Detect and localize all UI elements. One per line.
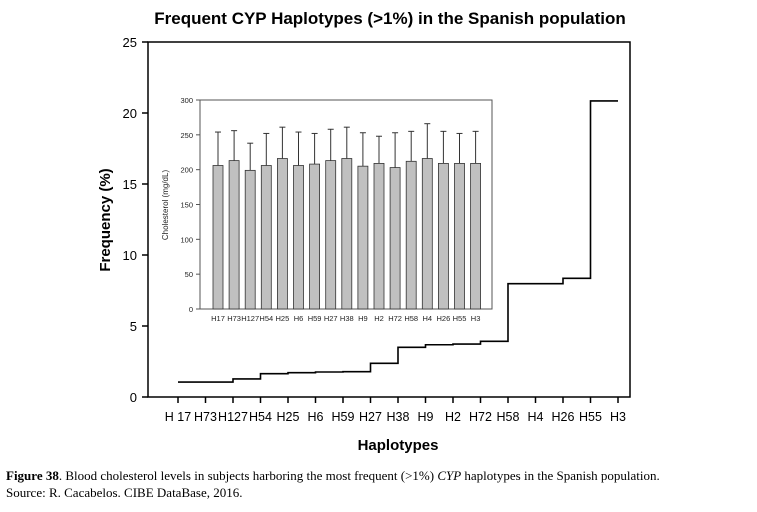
inset-y-tick-label: 50 — [185, 270, 193, 279]
caption-text: . Blood cholesterol levels in subjects h… — [58, 468, 438, 483]
inset-x-tick-label: H6 — [294, 314, 304, 323]
inset-y-axis-label: Cholesterol (mg/dL) — [161, 170, 170, 241]
y-tick-label: 0 — [130, 390, 137, 405]
x-tick-label: H4 — [528, 410, 544, 424]
y-tick-label: 15 — [123, 177, 137, 192]
inset-bar — [389, 167, 401, 310]
caption-text-end: haplotypes in the Spanish population. — [461, 468, 660, 483]
x-tick-label: H55 — [579, 410, 602, 424]
y-axis-label: Frequency (%) — [97, 168, 114, 271]
x-tick-label: H9 — [418, 410, 434, 424]
inset-bar — [309, 163, 321, 310]
chart-title: Frequent CYP Haplotypes (>1%) in the Spa… — [154, 9, 625, 28]
x-tick-label: H73 — [194, 410, 217, 424]
inset-y-tick-label: 250 — [180, 131, 193, 140]
y-tick-label: 5 — [130, 319, 137, 334]
inset-bar — [373, 162, 385, 310]
y-tick-label: 25 — [123, 35, 137, 50]
x-tick-label: H72 — [469, 410, 492, 424]
step-line — [178, 100, 618, 383]
inset-bar — [212, 165, 224, 310]
inset-x-tick-label: H59 — [308, 314, 322, 323]
x-tick-label: H 17 — [165, 410, 191, 424]
inset-x-tick-label: H3 — [471, 314, 481, 323]
caption-label: Figure 38 — [6, 468, 59, 483]
inset-y-tick-label: 300 — [180, 96, 193, 105]
inset-y-tick-label: 0 — [189, 305, 193, 314]
y-tick-label: 20 — [123, 106, 137, 121]
y-tick-label: 10 — [123, 248, 137, 263]
x-tick-label: H54 — [249, 410, 272, 424]
inset-x-tick-label: H54 — [259, 314, 273, 323]
inset-x-tick-label: H73 — [227, 314, 241, 323]
inset-x-tick-label: H72 — [388, 314, 402, 323]
x-tick-label: H25 — [277, 410, 300, 424]
main-plot-frame — [147, 41, 631, 398]
inset-bar — [276, 158, 288, 310]
caption-italic: CYP — [437, 468, 462, 483]
inset-x-tick-label: H2 — [374, 314, 384, 323]
caption-source: Source: R. Cacabelos. CIBE DataBase, 201… — [6, 485, 243, 500]
x-tick-label: H3 — [610, 410, 626, 424]
inset-bar — [437, 162, 449, 310]
inset-x-tick-label: H55 — [453, 314, 467, 323]
inset-bar — [421, 158, 433, 310]
inset-y-tick-label: 150 — [180, 201, 193, 210]
inset-x-tick-label: H58 — [404, 314, 418, 323]
inset-y-tick-label: 200 — [180, 166, 193, 175]
x-tick-label: H127 — [218, 410, 248, 424]
x-tick-label: H59 — [332, 410, 355, 424]
inset-x-tick-label: H17 — [211, 314, 225, 323]
x-tick-label: H6 — [308, 410, 324, 424]
inset-x-tick-label: H27 — [324, 314, 338, 323]
x-tick-label: H58 — [497, 410, 520, 424]
inset-x-tick-label: H4 — [423, 314, 433, 323]
inset-x-tick-label: H9 — [358, 314, 368, 323]
inset-bar — [228, 160, 240, 310]
inset-bar — [454, 162, 465, 310]
inset-x-tick-label: H38 — [340, 314, 354, 323]
inset-x-tick-label: H26 — [437, 314, 451, 323]
inset-bar — [357, 165, 369, 310]
inset-x-tick-label: H25 — [276, 314, 290, 323]
inset-bar — [260, 165, 272, 310]
inset-bar — [405, 160, 417, 310]
x-tick-label: H38 — [387, 410, 410, 424]
inset-bar — [325, 160, 337, 310]
inset-bar — [293, 165, 304, 310]
inset-bar — [470, 162, 482, 310]
inset-y-tick-label: 100 — [180, 235, 193, 244]
inset-bar — [341, 158, 353, 310]
figure-caption: Figure 38. Blood cholesterol levels in s… — [6, 467, 756, 501]
x-tick-label: H2 — [445, 410, 461, 424]
x-axis-label: Haplotypes — [358, 437, 439, 454]
inset-x-tick-label: H127 — [241, 314, 259, 323]
inset-bar — [244, 169, 256, 310]
x-tick-label: H26 — [552, 410, 575, 424]
x-tick-label: H27 — [359, 410, 382, 424]
